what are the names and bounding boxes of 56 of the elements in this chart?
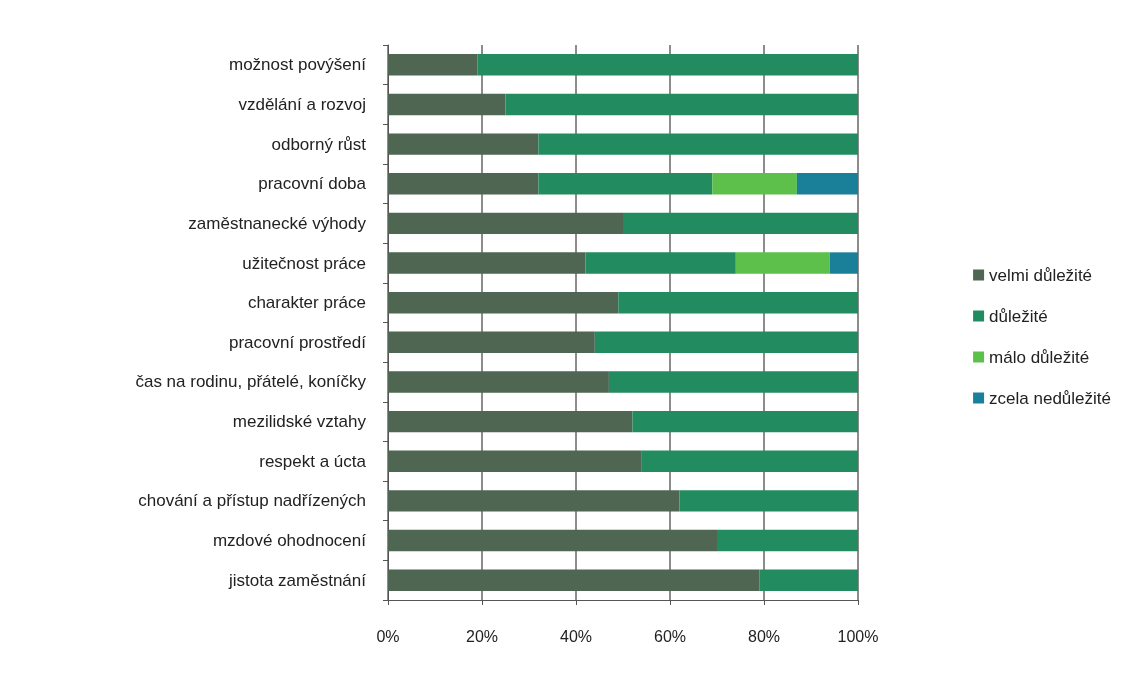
bar <box>796 173 858 195</box>
x-tick-label: 0% <box>376 627 400 645</box>
bar <box>679 490 858 512</box>
y-tick-label: užitečnost práce <box>242 253 366 273</box>
bar <box>477 54 858 76</box>
bar <box>388 133 539 155</box>
y-tick-label: mzdové ohodnocení <box>212 531 367 551</box>
bar <box>388 371 609 393</box>
y-tick-label: charakter práce <box>247 293 366 313</box>
y-tick-label: zaměstnanecké výhody <box>188 213 367 233</box>
x-tick-label: 60% <box>653 627 687 645</box>
bar <box>388 93 506 116</box>
bar <box>388 410 633 433</box>
bar <box>712 173 797 195</box>
x-tick-label: 80% <box>747 627 781 645</box>
x-tick-label: 20% <box>465 627 499 645</box>
y-tick-label: odborný růst <box>271 134 367 154</box>
y-tick-label: pracovní doba <box>258 174 367 194</box>
y-tick-label: mezilidské vztahy <box>232 412 367 432</box>
bar <box>388 54 478 76</box>
y-tick-label: jistota zaměstnání <box>227 570 367 590</box>
bar <box>632 410 858 433</box>
bar <box>388 490 680 512</box>
y-tick-label: možnost povýšení <box>228 55 367 75</box>
legend-label: důležité <box>989 306 1048 326</box>
bar <box>388 212 623 235</box>
y-tick-label: čas na rodinu, přátelé, koníčky <box>135 372 367 392</box>
bar <box>717 529 858 552</box>
bar <box>388 291 619 314</box>
bar <box>618 291 858 314</box>
x-tick-label: 100% <box>837 627 879 645</box>
y-tick-label: pracovní prostředí <box>228 332 367 352</box>
bar <box>388 331 595 354</box>
bar <box>388 173 539 195</box>
bar <box>641 450 858 472</box>
x-tick-label: 40% <box>559 627 593 645</box>
bar <box>829 252 858 274</box>
bar <box>505 93 858 116</box>
bar <box>594 331 858 354</box>
bar <box>388 529 717 552</box>
bar <box>608 371 858 393</box>
bar <box>388 569 760 591</box>
legend-label: málo důležité <box>989 347 1090 367</box>
bar <box>759 569 858 591</box>
bar <box>623 212 858 235</box>
y-tick-label: respekt a úcta <box>259 451 367 471</box>
legend-label: zcela nedůležité <box>989 388 1112 408</box>
bar <box>538 173 713 195</box>
bar <box>585 252 736 274</box>
legend-label: velmi důležité <box>989 265 1093 285</box>
bar <box>735 252 830 274</box>
bar <box>388 450 642 472</box>
y-tick-label: vzdělání a rozvoj <box>238 94 366 114</box>
y-tick-label: chování a přístup nadřízených <box>138 491 366 511</box>
bar <box>538 133 858 155</box>
bar <box>388 252 586 274</box>
